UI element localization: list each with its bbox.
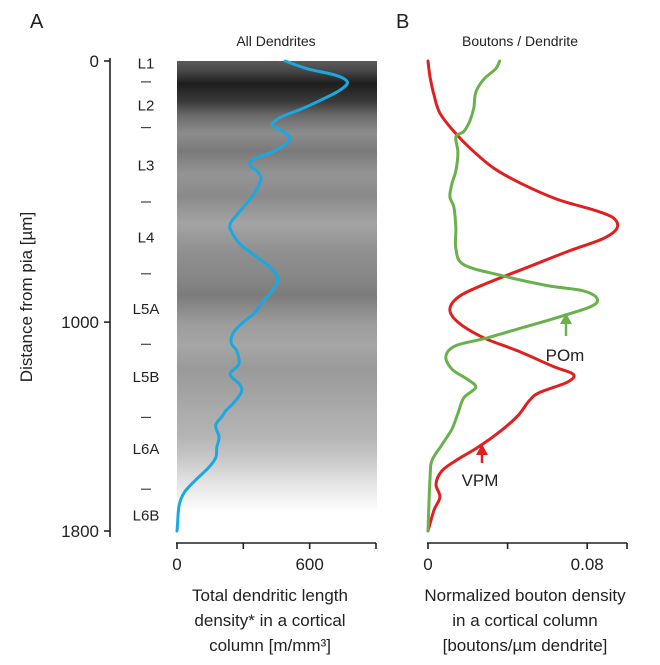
density-background [177,61,377,513]
dendrite-density-line [175,59,349,533]
y-tick-label: 1000 [61,313,99,332]
panel-b-x-title-line-2: in a cortical column [452,611,598,630]
layer-label-l2: L2 [138,97,155,114]
panel-a-title: All Dendrites [236,33,315,49]
panel-a-x-ticks: 0 600 [172,543,377,574]
panel-a-letter: A [30,11,44,33]
panel-b-x-title-line-3: [boutons/µm dendrite] [443,636,608,655]
y-tick-label: 0 [90,52,99,71]
b-x-tick-label: 0 [423,555,432,574]
panel-b-title: Boutons / Dendrite [462,33,578,49]
layer-boundary-ticks [141,81,151,490]
layer-label-l5b: L5B [133,369,160,386]
y-axis-ticks: 0 1000 1800 [61,52,110,541]
layer-label-l6a: L6A [133,441,160,458]
layer-label-l5a: L5A [133,301,160,318]
vpm-label: VPM [462,471,499,490]
a-x-tick-label: 0 [172,555,181,574]
layer-labels: L1 L2 L3 L4 L5A L5B L6A L6B [133,56,160,525]
panel-b-x-ticks: 0 0.08 [423,543,628,574]
pom-label: POm [546,346,585,365]
pom-bouton-line [426,59,600,533]
y-tick-label: 1800 [61,522,99,541]
layer-label-l6b: L6B [133,507,160,524]
a-x-tick-label: 600 [295,555,323,574]
layer-label-l4: L4 [138,229,155,246]
series-lines [175,59,620,533]
vpm-arrow [476,444,488,463]
panel-a-x-title-line-1: Total dendritic length [192,586,348,605]
panel-a-x-title-line-2: density* in a cortical [194,611,345,630]
vpm-bouton-line [426,59,620,533]
pom-arrow [560,313,572,336]
y-axis-title: Distance from pia [µm] [17,212,36,382]
panel-a-x-title-line-3: column [m/mm³] [209,636,331,655]
layer-label-l1: L1 [138,56,155,73]
panel-b-x-title-line-1: Normalized bouton density [424,586,626,605]
layer-label-l3: L3 [138,157,155,174]
b-x-tick-label: 0.08 [571,555,604,574]
panel-b-letter: B [396,11,409,33]
